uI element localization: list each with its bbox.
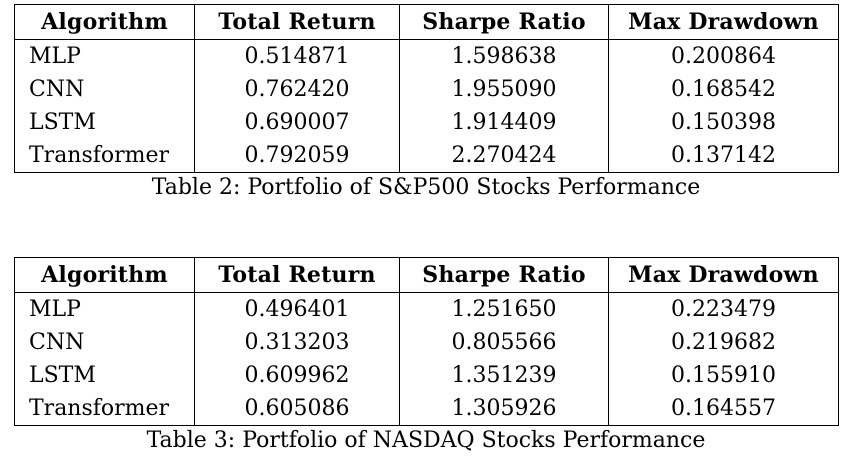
cell-total-return: 0.514871 bbox=[194, 39, 400, 73]
cell-sharpe-ratio: 1.598638 bbox=[399, 39, 609, 73]
cell-algorithm: Transformer bbox=[14, 139, 195, 173]
header-sharpe-ratio: Sharpe Ratio bbox=[399, 257, 609, 293]
table-row: LSTM 0.609962 1.351239 0.155910 bbox=[14, 359, 839, 392]
cell-sharpe-ratio: 1.914409 bbox=[399, 106, 609, 139]
cell-algorithm: CNN bbox=[14, 73, 195, 106]
cell-total-return: 0.605086 bbox=[194, 392, 400, 426]
table-row: CNN 0.762420 1.955090 0.168542 bbox=[14, 73, 839, 106]
cell-algorithm: MLP bbox=[14, 39, 195, 73]
cell-total-return: 0.690007 bbox=[194, 106, 400, 139]
header-total-return: Total Return bbox=[194, 257, 400, 293]
header-max-drawdown: Max Drawdown bbox=[608, 4, 839, 40]
cell-sharpe-ratio: 1.251650 bbox=[399, 292, 609, 326]
table-header-row: Algorithm Total Return Sharpe Ratio Max … bbox=[14, 4, 839, 40]
header-algorithm: Algorithm bbox=[14, 257, 195, 293]
table-caption: Table 3: Portfolio of NASDAQ Stocks Perf… bbox=[146, 428, 706, 453]
table-block-nasdaq: Algorithm Total Return Sharpe Ratio Max … bbox=[14, 257, 839, 453]
cell-max-drawdown: 0.219682 bbox=[608, 326, 839, 359]
cell-algorithm: Transformer bbox=[14, 392, 195, 426]
cell-total-return: 0.762420 bbox=[194, 73, 400, 106]
header-algorithm: Algorithm bbox=[14, 4, 195, 40]
cell-max-drawdown: 0.155910 bbox=[608, 359, 839, 392]
table-header-row: Algorithm Total Return Sharpe Ratio Max … bbox=[14, 257, 839, 293]
cell-max-drawdown: 0.150398 bbox=[608, 106, 839, 139]
header-sharpe-ratio: Sharpe Ratio bbox=[399, 4, 609, 40]
results-table-nasdaq: Algorithm Total Return Sharpe Ratio Max … bbox=[14, 257, 839, 426]
cell-sharpe-ratio: 1.955090 bbox=[399, 73, 609, 106]
table-caption: Table 2: Portfolio of S&P500 Stocks Perf… bbox=[151, 175, 701, 200]
cell-sharpe-ratio: 0.805566 bbox=[399, 326, 609, 359]
cell-total-return: 0.496401 bbox=[194, 292, 400, 326]
header-max-drawdown: Max Drawdown bbox=[608, 257, 839, 293]
cell-max-drawdown: 0.200864 bbox=[608, 39, 839, 73]
table-row: LSTM 0.690007 1.914409 0.150398 bbox=[14, 106, 839, 139]
cell-max-drawdown: 0.137142 bbox=[608, 139, 839, 173]
cell-total-return: 0.792059 bbox=[194, 139, 400, 173]
results-table-sp500: Algorithm Total Return Sharpe Ratio Max … bbox=[14, 4, 839, 173]
cell-sharpe-ratio: 1.351239 bbox=[399, 359, 609, 392]
cell-total-return: 0.313203 bbox=[194, 326, 400, 359]
table-row: MLP 0.496401 1.251650 0.223479 bbox=[14, 292, 839, 326]
cell-algorithm: CNN bbox=[14, 326, 195, 359]
cell-algorithm: MLP bbox=[14, 292, 195, 326]
cell-sharpe-ratio: 1.305926 bbox=[399, 392, 609, 426]
cell-algorithm: LSTM bbox=[14, 359, 195, 392]
table-row: MLP 0.514871 1.598638 0.200864 bbox=[14, 39, 839, 73]
table-row: CNN 0.313203 0.805566 0.219682 bbox=[14, 326, 839, 359]
cell-algorithm: LSTM bbox=[14, 106, 195, 139]
table-row: Transformer 0.605086 1.305926 0.164557 bbox=[14, 392, 839, 426]
cell-max-drawdown: 0.164557 bbox=[608, 392, 839, 426]
cell-max-drawdown: 0.168542 bbox=[608, 73, 839, 106]
table-block-sp500: Algorithm Total Return Sharpe Ratio Max … bbox=[14, 4, 839, 200]
cell-total-return: 0.609962 bbox=[194, 359, 400, 392]
cell-max-drawdown: 0.223479 bbox=[608, 292, 839, 326]
header-total-return: Total Return bbox=[194, 4, 400, 40]
table-row: Transformer 0.792059 2.270424 0.137142 bbox=[14, 139, 839, 173]
cell-sharpe-ratio: 2.270424 bbox=[399, 139, 609, 173]
